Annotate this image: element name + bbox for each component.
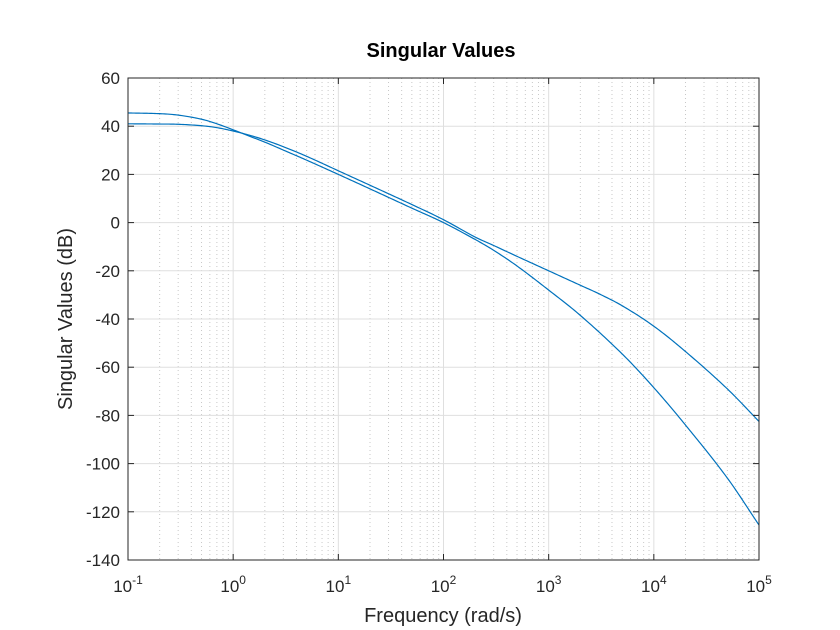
y-tick-label: -20 — [95, 262, 120, 281]
singular-value-line-1 — [127, 112, 760, 526]
y-axis-label: Singular Values (dB) — [55, 228, 77, 410]
y-tick-label: -40 — [95, 310, 120, 329]
y-tick-label: -80 — [95, 406, 120, 425]
x-tick-label: 100 — [220, 573, 246, 596]
y-tick-label: 60 — [101, 69, 120, 88]
y-tick-label: -100 — [86, 455, 120, 474]
x-tick-label: 10-1 — [113, 573, 143, 596]
x-tick-label: 103 — [536, 573, 562, 596]
y-tick-label: 0 — [111, 214, 120, 233]
x-tick-label: 102 — [431, 573, 457, 596]
x-axis-label: Frequency (rad/s) — [364, 605, 522, 627]
y-tick-label: 20 — [101, 165, 120, 184]
axis-ticks — [127, 77, 760, 561]
y-tick-label: -120 — [86, 503, 120, 522]
x-tick-label: 105 — [746, 573, 772, 596]
y-tick-label: -140 — [86, 551, 120, 570]
y-tick-label: -60 — [95, 358, 120, 377]
x-tick-label: 104 — [641, 573, 667, 596]
y-tick-label: 40 — [101, 117, 120, 136]
plot-series — [127, 112, 760, 526]
chart-title: Singular Values — [367, 40, 516, 62]
x-tick-label: 101 — [326, 573, 352, 596]
x-tick-labels: 10-1 100 101 102 103 104 105 — [113, 573, 772, 596]
y-tick-labels: 60 40 20 0 -20 -40 -60 -80 -100 -120 -140 — [86, 69, 120, 570]
singular-value-line-2 — [127, 123, 760, 422]
